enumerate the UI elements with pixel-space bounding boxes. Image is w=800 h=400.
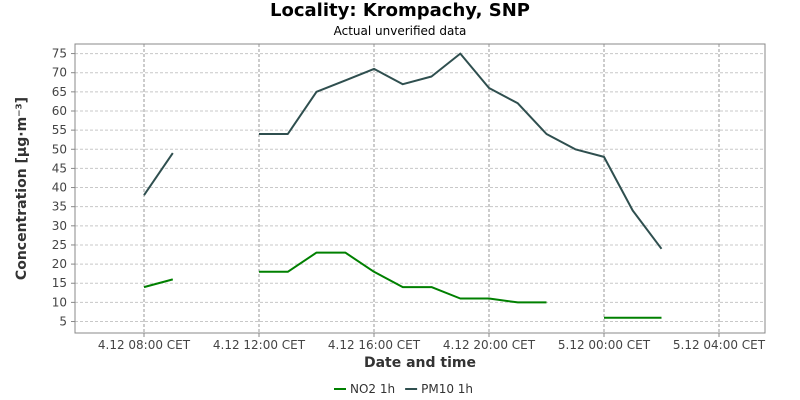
legend-label: NO2 1h — [350, 382, 395, 396]
y-tick-label: 15 — [52, 276, 67, 290]
y-tick-label: 75 — [52, 47, 67, 61]
x-tick-label: 4.12 12:00 CET — [213, 338, 306, 352]
series-line-1 — [259, 52, 663, 250]
y-tick-label: 55 — [52, 123, 67, 137]
plot-area — [74, 43, 766, 334]
series-lines — [143, 52, 663, 319]
x-axis-label: Date and time — [364, 355, 476, 371]
x-tick-label: 4.12 20:00 CET — [443, 338, 536, 352]
y-tick-label: 65 — [52, 85, 67, 99]
x-tick-label: 5.12 04:00 CET — [673, 338, 766, 352]
legend-item: PM10 1h — [405, 382, 473, 396]
legend-item: NO2 1h — [334, 382, 395, 396]
series-line-1 — [143, 152, 174, 196]
y-tick-label: 10 — [52, 295, 67, 309]
chart-subtitle: Actual unverified data — [333, 24, 467, 38]
x-tick-label: 4.12 16:00 CET — [328, 338, 421, 352]
y-tick-label: 20 — [52, 257, 67, 271]
x-tick-label: 4.12 08:00 CET — [98, 338, 191, 352]
x-axis-ticks: 4.12 08:00 CET 4.12 12:00 CET 4.12 16:00 C… — [98, 333, 766, 352]
y-tick-label: 5 — [59, 315, 67, 329]
y-tick-label: 35 — [52, 200, 67, 214]
series-line-0 — [259, 251, 547, 304]
y-tick-label: 30 — [52, 219, 67, 233]
legend-label: PM10 1h — [421, 382, 473, 396]
chart-title: Locality: Krompachy, SNP — [270, 0, 530, 21]
grid-lines — [75, 44, 765, 333]
y-tick-label: 70 — [52, 66, 67, 80]
legend: NO2 1h PM10 1h — [334, 382, 473, 396]
y-tick-label: 50 — [52, 142, 67, 156]
y-tick-label: 45 — [52, 161, 67, 175]
x-tick-label: 5.12 00:00 CET — [558, 338, 651, 352]
y-tick-label: 60 — [52, 104, 67, 118]
y-tick-label: 25 — [52, 238, 67, 252]
y-axis-label: Concentration [µg·m⁻³] — [14, 97, 30, 280]
y-axis-ticks: 5 10 15 20 25 30 35 40 45 50 55 60 65 70 75 — [52, 47, 75, 329]
y-tick-label: 40 — [52, 181, 67, 195]
series-line-0 — [143, 278, 174, 289]
